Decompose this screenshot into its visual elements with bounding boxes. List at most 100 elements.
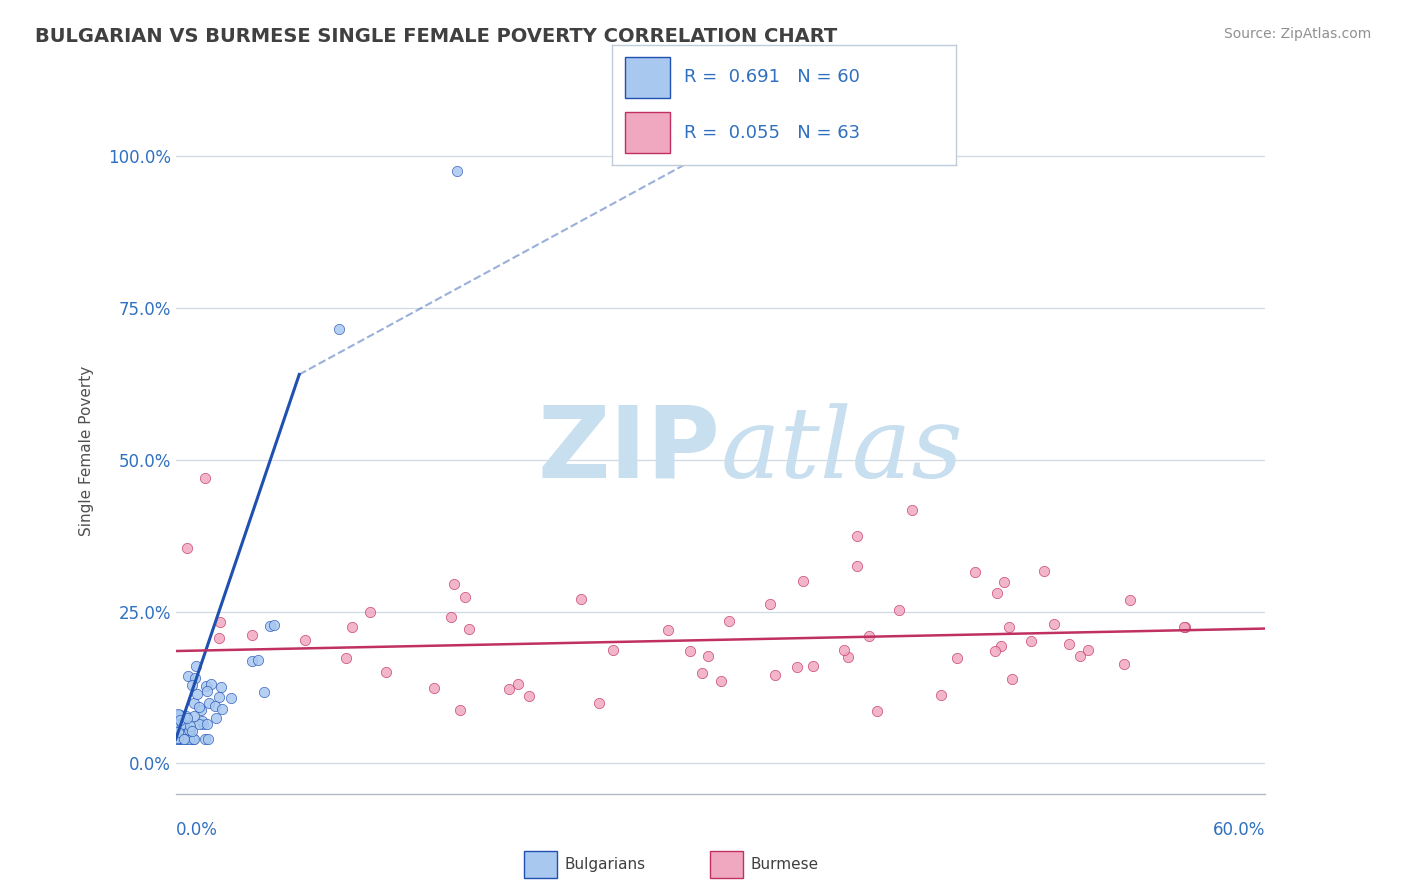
Point (263, 618, 285, 632)
Text: atlas: atlas (721, 403, 963, 498)
Point (169, 731, 191, 745)
Point (195, 683, 218, 698)
Point (845, 558, 868, 573)
Point (929, 688, 952, 702)
Point (984, 644, 1007, 658)
Point (209, 680, 232, 694)
Point (678, 643, 700, 657)
Point (1001, 673, 1024, 687)
Text: Burmese: Burmese (751, 857, 818, 871)
FancyBboxPatch shape (710, 851, 744, 878)
Point (865, 704, 887, 718)
Point (197, 732, 219, 747)
Point (179, 723, 201, 738)
Text: ZIP: ZIP (537, 402, 721, 499)
Point (208, 615, 231, 630)
Point (832, 643, 855, 657)
Text: Bulgarians: Bulgarians (564, 857, 645, 871)
Point (177, 731, 200, 745)
Point (173, 717, 195, 731)
Point (423, 681, 446, 695)
Point (172, 732, 194, 747)
Point (188, 716, 211, 731)
Point (247, 652, 270, 666)
Point (845, 528, 868, 542)
Point (200, 677, 222, 691)
Point (1174, 619, 1197, 633)
Point (208, 690, 231, 704)
Point (221, 691, 243, 706)
Point (240, 628, 263, 642)
Point (240, 654, 263, 668)
Point (167, 732, 190, 747)
Point (208, 632, 231, 646)
Point (454, 590, 477, 604)
Point (166, 731, 188, 746)
Point (993, 575, 1015, 590)
Text: 60.0%: 60.0% (1213, 822, 1265, 839)
Point (449, 703, 471, 717)
Point (169, 708, 191, 723)
Point (191, 716, 214, 731)
Point (181, 732, 204, 747)
Point (690, 665, 713, 680)
Point (889, 602, 911, 616)
Point (901, 503, 924, 517)
Point (506, 677, 529, 691)
Point (253, 685, 276, 699)
Point (190, 703, 212, 717)
Point (340, 620, 363, 634)
Point (1077, 643, 1099, 657)
Point (167, 708, 190, 723)
Point (204, 698, 226, 713)
Point (195, 679, 218, 693)
Point (190, 714, 212, 728)
Point (186, 687, 208, 701)
Point (718, 614, 741, 628)
Point (458, 622, 481, 636)
Point (1119, 592, 1142, 607)
FancyBboxPatch shape (626, 57, 671, 97)
Point (176, 711, 198, 725)
Point (183, 696, 205, 710)
Point (792, 574, 814, 588)
Point (194, 471, 217, 485)
Text: R =  0.055   N = 63: R = 0.055 N = 63 (683, 123, 860, 142)
Point (179, 719, 201, 733)
Point (166, 715, 188, 730)
Point (1043, 617, 1066, 632)
Point (602, 643, 624, 657)
Point (187, 699, 209, 714)
Point (375, 665, 398, 679)
Point (696, 649, 718, 664)
Text: BULGARIAN VS BURMESE SINGLE FEMALE POVERTY CORRELATION CHART: BULGARIAN VS BURMESE SINGLE FEMALE POVER… (35, 27, 838, 45)
Point (990, 639, 1012, 653)
Text: Source: ZipAtlas.com: Source: ZipAtlas.com (1223, 27, 1371, 41)
Point (1057, 637, 1080, 651)
Point (181, 723, 204, 738)
Point (1173, 620, 1195, 634)
Point (946, 651, 969, 665)
Point (588, 697, 610, 711)
Point (167, 725, 190, 739)
Text: 0.0%: 0.0% (176, 822, 218, 839)
Y-axis label: Single Female Poverty: Single Female Poverty (79, 366, 94, 535)
Point (184, 671, 207, 685)
Point (1019, 634, 1042, 648)
Point (172, 717, 194, 731)
FancyBboxPatch shape (626, 112, 671, 153)
Point (177, 732, 200, 747)
Point (294, 633, 316, 648)
Point (176, 541, 198, 555)
Point (997, 620, 1019, 634)
Point (837, 650, 859, 665)
Point (965, 566, 987, 580)
Point (1112, 657, 1135, 671)
Point (571, 592, 593, 607)
Point (657, 624, 679, 638)
Point (759, 597, 782, 611)
Point (211, 702, 233, 716)
Point (179, 723, 201, 737)
FancyBboxPatch shape (524, 851, 557, 878)
Point (184, 659, 207, 673)
